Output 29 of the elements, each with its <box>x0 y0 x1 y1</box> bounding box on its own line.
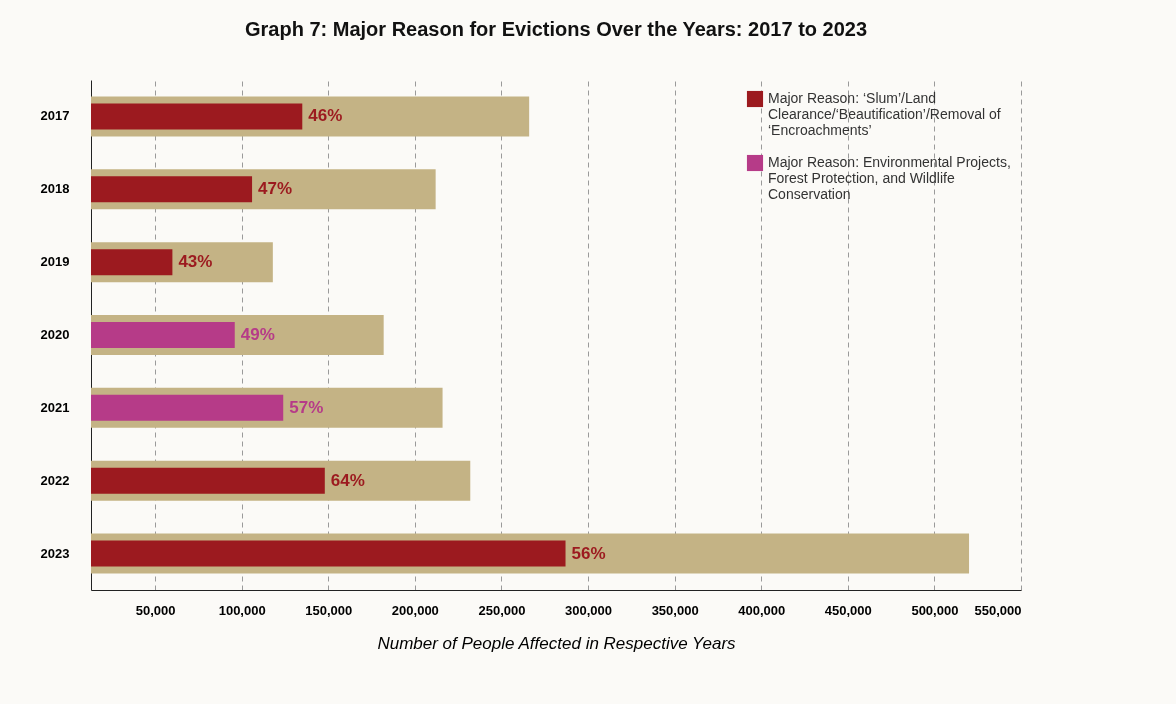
x-tick-label: 50,000 <box>135 602 176 618</box>
x-tick-label: 150,000 <box>305 602 353 618</box>
annotation: 49% <box>240 325 275 344</box>
y-tick-label: 2022 <box>40 472 70 488</box>
y-tick-label: 2020 <box>40 327 70 342</box>
annotation: 57% <box>289 397 324 417</box>
y-tick-label: 2017 <box>40 108 70 124</box>
legend-label: Major Reason: ‘Slum’/Land Clearance/‘Beautification’/Removal of ‘Encroachments’ <box>768 90 1001 138</box>
x-tick-label: 100,000 <box>218 602 266 618</box>
annotation: 43% <box>178 252 213 272</box>
x-axis-title: Number of People Affected in Respective Years <box>377 633 737 653</box>
chart-title: Graph 7: Major Reason for Evictions Over the Years: 2017 to 2023 <box>244 18 868 40</box>
x-tick-label: 400,000 <box>738 602 786 618</box>
annotation: 64% <box>330 470 365 490</box>
y-tick-label: 2023 <box>40 545 70 561</box>
x-tick-label: 550,000 <box>974 602 1022 618</box>
x-tick-label: 300,000 <box>565 602 613 618</box>
x-tick-label: 450,000 <box>824 602 872 618</box>
legend-label: Major Reason: Environmental Projects, Forest Protection, and Wildlife Conservation <box>768 154 1011 202</box>
y-tick-label: 2018 <box>40 181 70 197</box>
annotation: 56% <box>571 543 606 563</box>
y-tick-label: 2021 <box>40 399 70 415</box>
annotation: 47% <box>258 179 293 199</box>
x-tick-label: 200,000 <box>391 602 439 618</box>
x-tick-label: 350,000 <box>651 602 699 618</box>
y-tick-label: 2019 <box>40 254 70 270</box>
x-tick-label: 500,000 <box>911 602 959 618</box>
annotation: 46% <box>308 106 343 126</box>
x-tick-label: 250,000 <box>478 602 526 618</box>
